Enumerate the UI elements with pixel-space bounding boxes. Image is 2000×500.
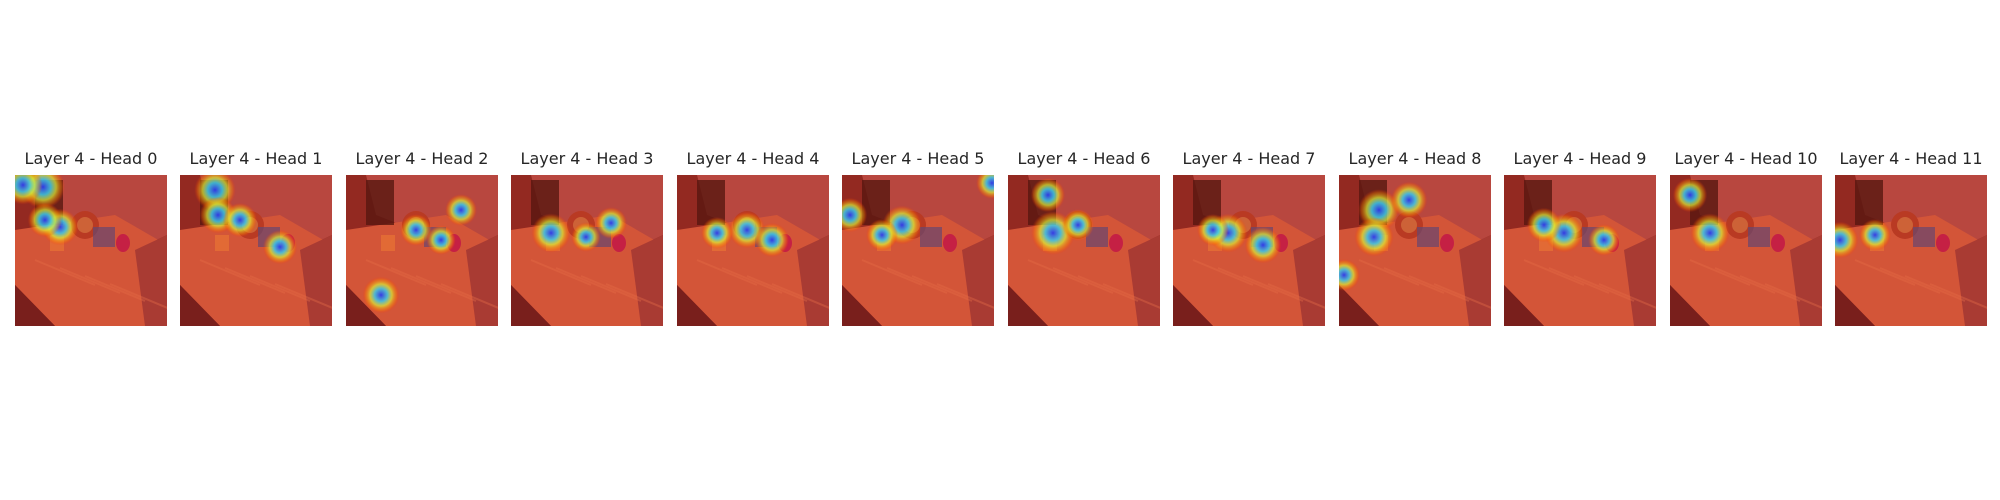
attention-heatmap: [1835, 175, 1987, 326]
panel-title: Layer 4 - Head 5: [851, 149, 985, 168]
panel-title: Layer 4 - Head 0: [24, 149, 158, 168]
attention-heatmap: [842, 175, 994, 326]
attention-heatmap: [677, 175, 829, 326]
attention-heatmap: [511, 175, 663, 326]
panel-title: Layer 4 - Head 7: [1182, 149, 1316, 168]
panel-title: Layer 4 - Head 4: [686, 149, 820, 168]
attention-heatmap: [1008, 175, 1160, 326]
attention-heatmap: [180, 175, 332, 326]
attention-heatmap: [15, 175, 167, 326]
panel-title: Layer 4 - Head 10: [1674, 149, 1818, 168]
panel-title: Layer 4 - Head 9: [1513, 149, 1647, 168]
attention-heatmap: [1504, 175, 1656, 326]
attention-heatmap: [1173, 175, 1325, 326]
panel-title: Layer 4 - Head 2: [355, 149, 489, 168]
panel-title: Layer 4 - Head 6: [1017, 149, 1151, 168]
attention-heatmap: [1670, 175, 1822, 326]
attention-heatmap: [1339, 175, 1491, 326]
panel-title: Layer 4 - Head 11: [1839, 149, 1983, 168]
attention-heatmap: [346, 175, 498, 326]
panel-title: Layer 4 - Head 3: [520, 149, 654, 168]
panel-title: Layer 4 - Head 8: [1348, 149, 1482, 168]
panel-title: Layer 4 - Head 1: [189, 149, 323, 168]
